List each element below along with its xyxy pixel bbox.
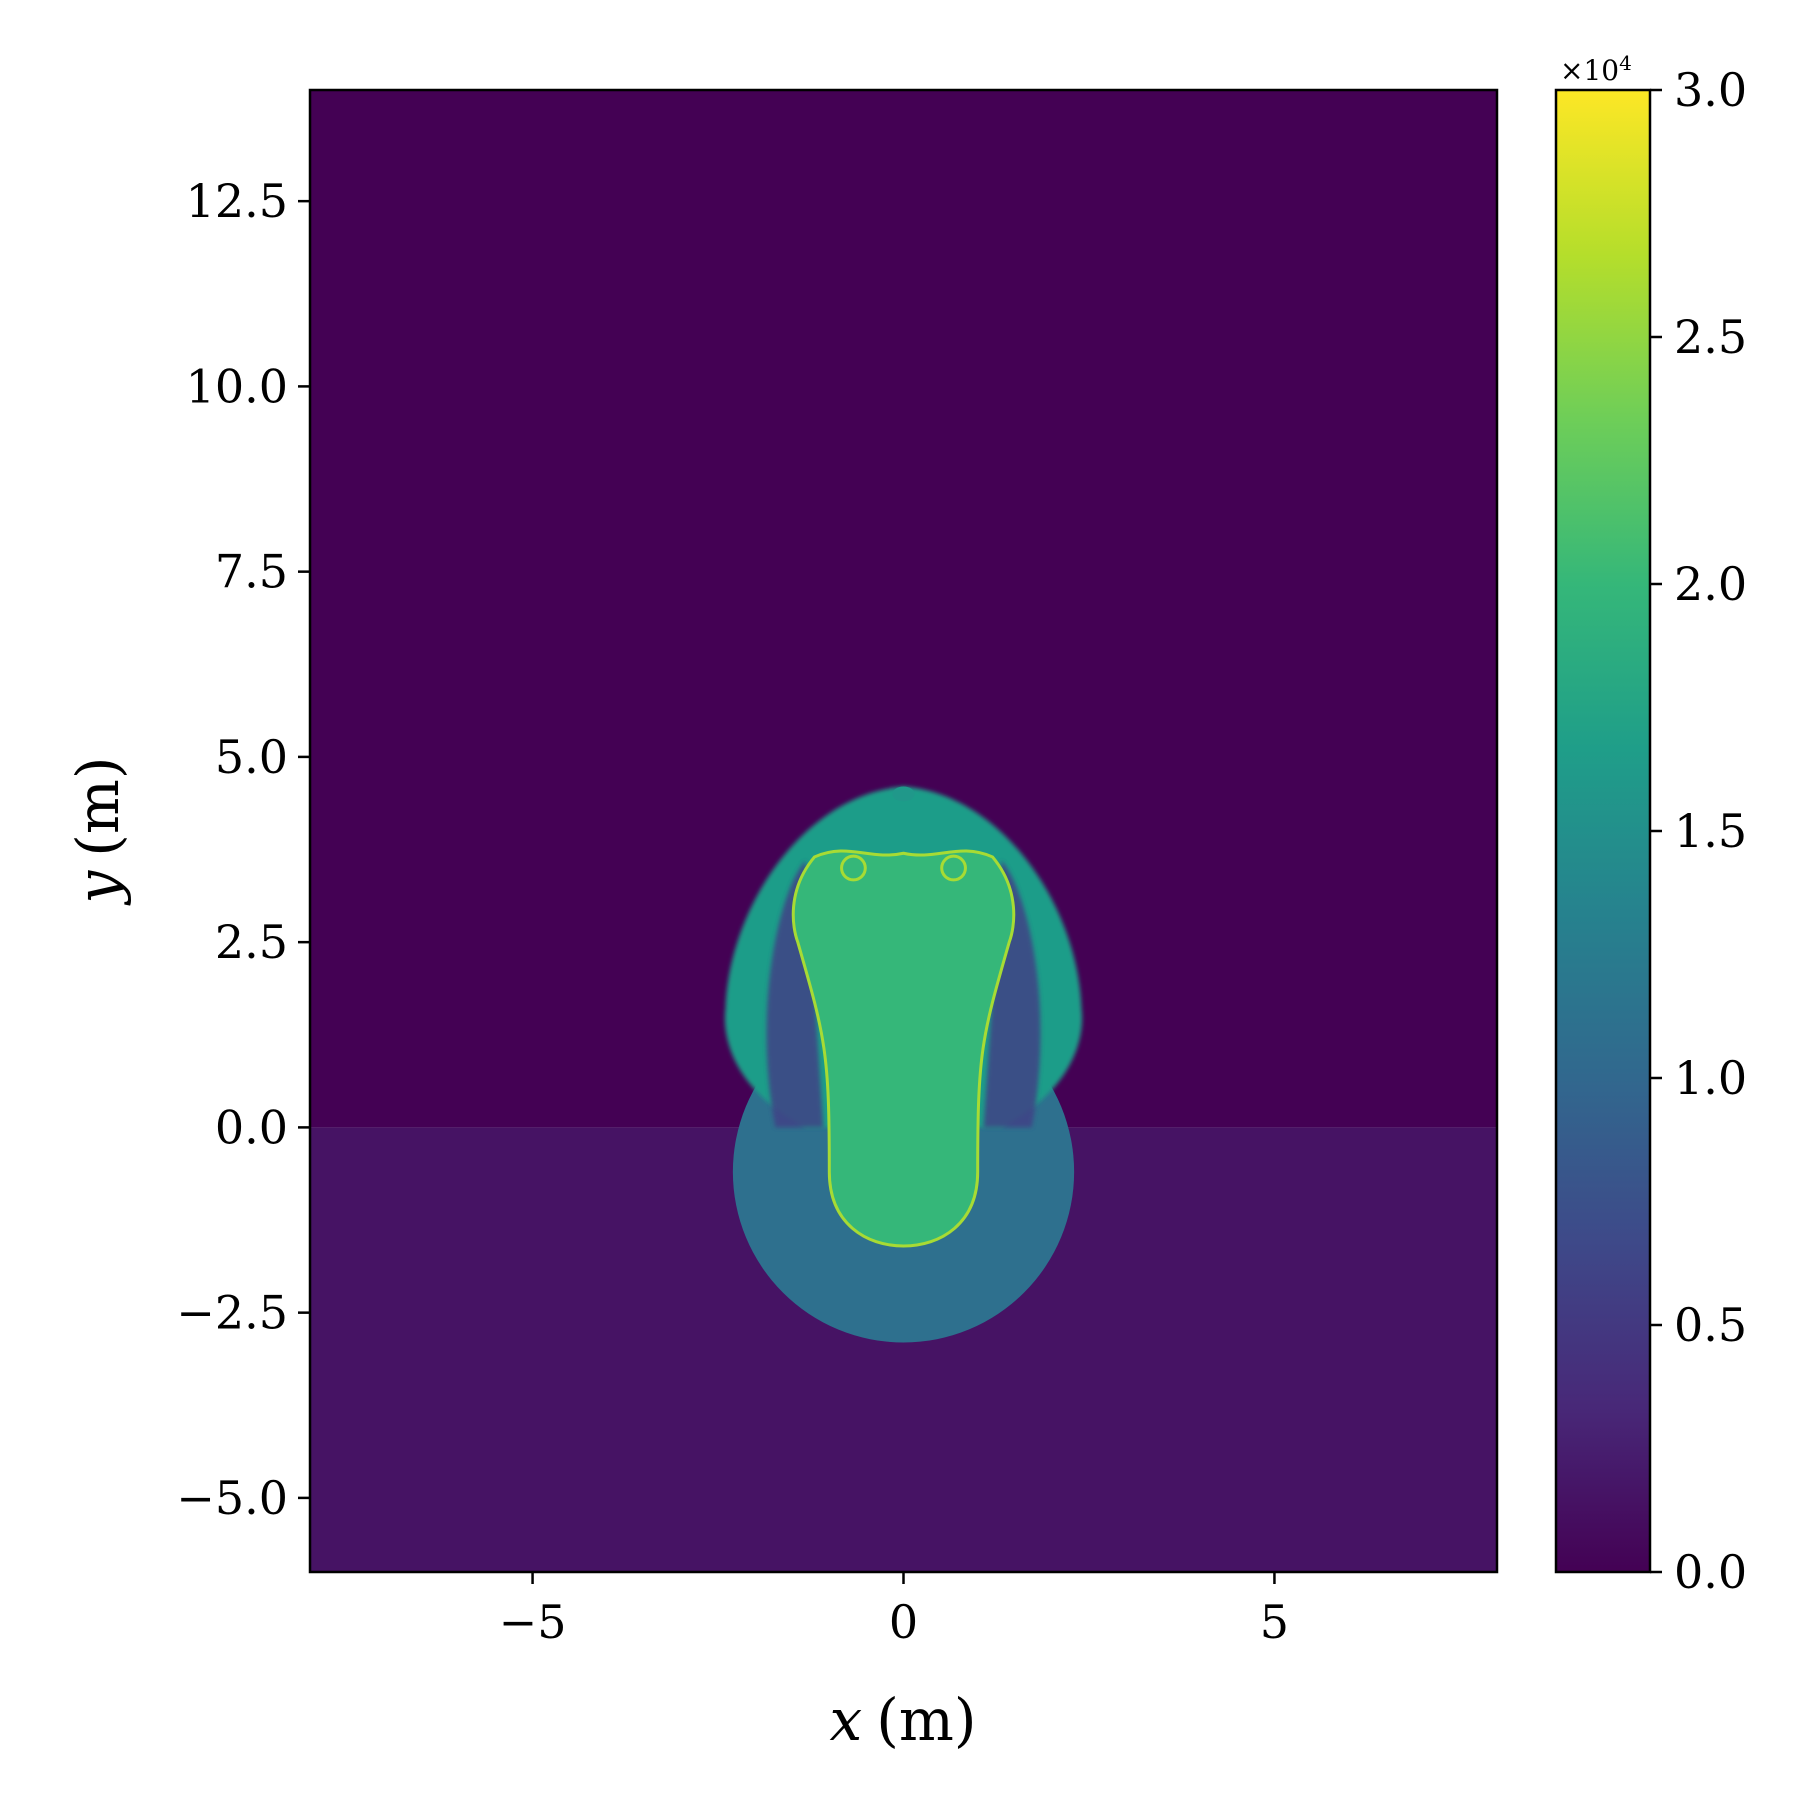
colorbar-tick-label: 0.0 bbox=[1674, 1545, 1747, 1599]
colorbar-tick-label: 1.0 bbox=[1674, 1051, 1747, 1105]
y-axis: −5.0 −2.5 0.0 2.5 5.0 7.5 10.0 12.5 bbox=[176, 174, 310, 1525]
x-axis-label: x (m) bbox=[830, 1686, 977, 1754]
y-tick-label: 12.5 bbox=[186, 174, 288, 228]
y-axis-label: y (m) bbox=[64, 756, 132, 906]
colorbar-tick-label: 2.0 bbox=[1674, 557, 1747, 611]
heatmap bbox=[310, 90, 1497, 1572]
jet-tip bbox=[892, 786, 915, 802]
colorbar: 0.0 0.5 1.0 1.5 2.0 2.5 3.0 ×104 bbox=[1554, 51, 1747, 1599]
x-axis-variable: x bbox=[830, 1686, 863, 1754]
y-axis-variable: y bbox=[64, 870, 132, 907]
x-tick-label: −5 bbox=[499, 1595, 567, 1649]
y-axis-unit: (m) bbox=[64, 756, 132, 856]
colorbar-tick-label: 1.5 bbox=[1674, 804, 1747, 858]
colorbar-tick-label: 0.5 bbox=[1674, 1298, 1747, 1352]
colorbar-multiplier: ×104 bbox=[1560, 51, 1632, 87]
inner-bubble bbox=[791, 849, 1016, 1248]
y-tick-label: 0.0 bbox=[215, 1100, 288, 1154]
colorbar-multiplier-base: ×10 bbox=[1560, 54, 1619, 87]
colorbar-tick-label: 3.0 bbox=[1674, 63, 1747, 117]
colorbar-tick-label: 2.5 bbox=[1674, 310, 1747, 364]
left-vortex bbox=[840, 854, 867, 882]
colorbar-multiplier-exponent: 4 bbox=[1619, 51, 1632, 75]
y-tick-label: 10.0 bbox=[186, 359, 288, 413]
y-tick-label: 2.5 bbox=[215, 915, 288, 969]
colorbar-gradient bbox=[1556, 90, 1650, 1572]
y-tick-label: 7.5 bbox=[215, 545, 288, 599]
x-axis: −5 0 5 bbox=[499, 1572, 1289, 1649]
y-tick-label: −2.5 bbox=[176, 1286, 288, 1340]
y-tick-label: −5.0 bbox=[176, 1471, 288, 1525]
x-tick-label: 5 bbox=[1260, 1595, 1289, 1649]
x-tick-label: 0 bbox=[889, 1595, 918, 1649]
colorbar-axis: 0.0 0.5 1.0 1.5 2.0 2.5 3.0 bbox=[1650, 63, 1747, 1599]
y-tick-label: 5.0 bbox=[215, 730, 288, 784]
x-axis-unit: (m) bbox=[876, 1686, 976, 1754]
right-vortex bbox=[940, 854, 967, 882]
